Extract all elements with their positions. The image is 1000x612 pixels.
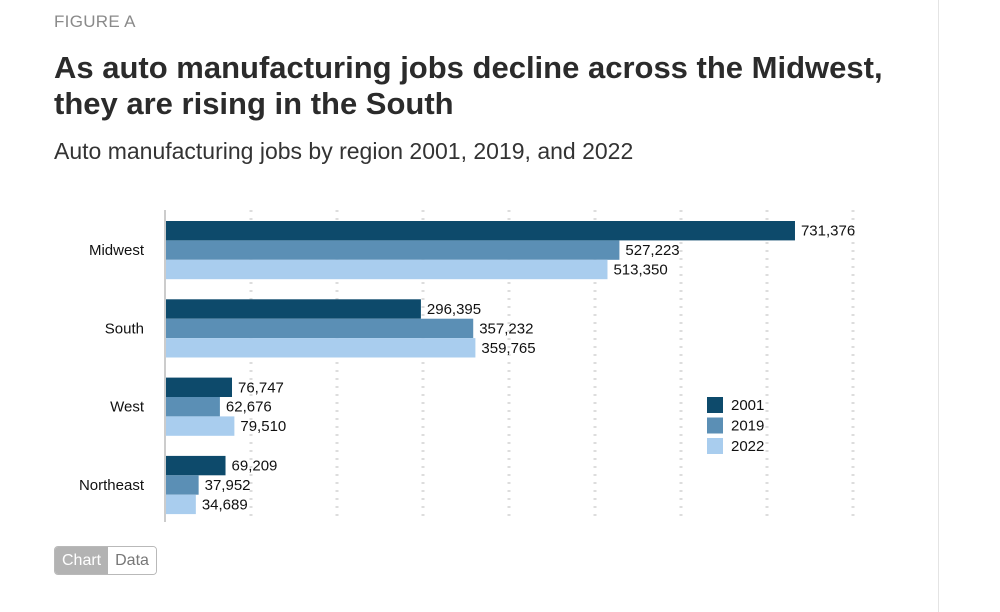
- bar-northeast-2022: [166, 494, 196, 515]
- legend-swatch-2022: [707, 438, 723, 454]
- page-divider: [938, 0, 939, 612]
- value-label-west-2001: 76,747: [238, 379, 284, 396]
- value-label-northeast-2022: 34,689: [202, 496, 248, 513]
- value-label-south-2019: 357,232: [479, 320, 533, 337]
- bar-south-2019: [166, 318, 474, 339]
- chart-view-button[interactable]: Chart: [55, 547, 109, 574]
- bar-west-2001: [166, 377, 233, 397]
- value-label-northeast-2019: 37,952: [205, 477, 251, 494]
- value-label-midwest-2019: 527,223: [625, 242, 679, 259]
- value-label-west-2019: 62,676: [226, 399, 272, 416]
- legend-label-2001: 2001: [731, 397, 764, 414]
- legend-swatch-2019: [707, 417, 723, 434]
- value-label-south-2022: 359,765: [481, 340, 535, 357]
- value-label-northeast-2001: 69,209: [232, 458, 278, 475]
- bar-midwest-2022: [166, 259, 608, 280]
- bar-chart: Midwest 731,376 527,223 513,350 South 296,395…: [79, 210, 855, 522]
- bar-northeast-2019: [166, 475, 199, 495]
- bar-midwest-2001: [166, 221, 795, 241]
- chart-title: As auto manufacturing jobs decline acros…: [54, 50, 883, 121]
- value-label-west-2022: 79,510: [240, 418, 286, 435]
- data-view-button[interactable]: Data: [108, 547, 156, 574]
- value-label-south-2001: 296,395: [427, 301, 481, 318]
- bar-midwest-2019: [166, 240, 620, 260]
- bar-south-2001: [166, 299, 421, 319]
- bar-south-2022: [166, 338, 476, 358]
- category-label-west: West: [110, 399, 145, 416]
- value-label-midwest-2001: 731,376: [801, 223, 855, 240]
- bar-west-2022: [166, 416, 235, 436]
- value-label-midwest-2022: 513,350: [613, 262, 667, 279]
- view-toggle: Chart Data: [54, 546, 157, 575]
- legend-swatch-2001: [707, 397, 723, 413]
- bar-northeast-2001: [166, 455, 226, 476]
- legend-label-2022: 2022: [731, 438, 764, 455]
- category-label-midwest: Midwest: [89, 242, 145, 259]
- category-label-south: South: [105, 320, 144, 337]
- category-label-northeast: Northeast: [79, 477, 145, 494]
- chart-subtitle: Auto manufacturing jobs by region 2001, …: [54, 138, 634, 164]
- bar-west-2019: [166, 397, 220, 417]
- legend-label-2019: 2019: [731, 418, 764, 435]
- figure-label: FIGURE A: [54, 12, 136, 31]
